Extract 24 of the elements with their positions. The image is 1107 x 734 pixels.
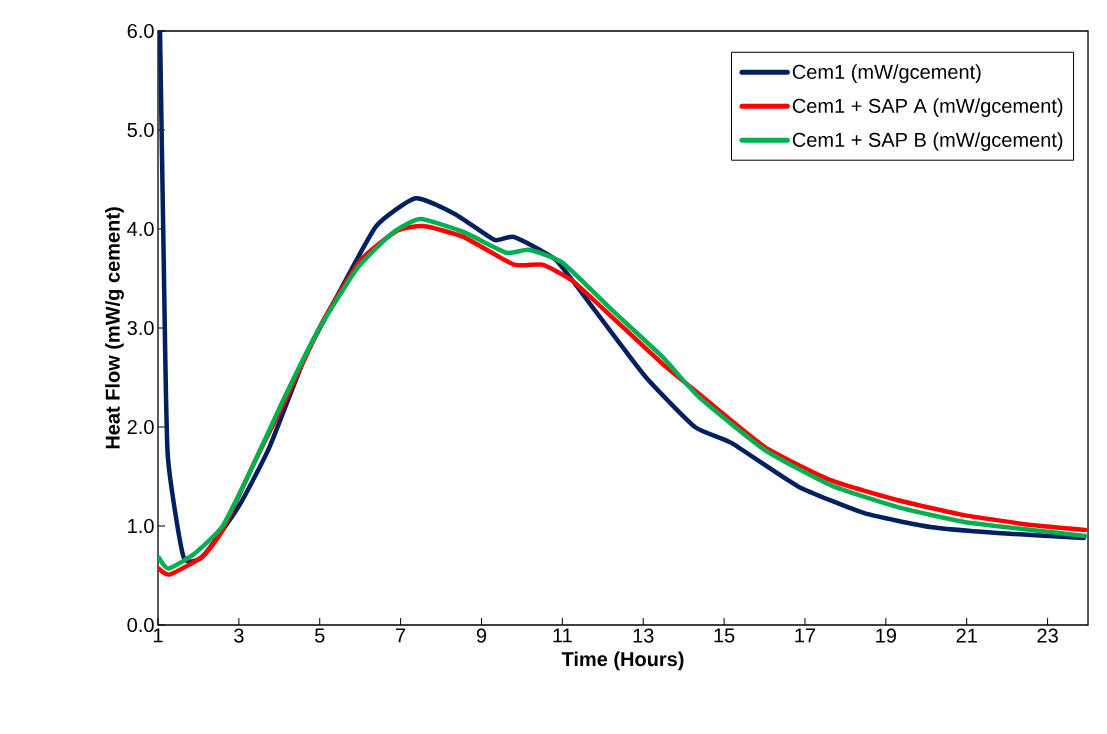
x-tick-label: 21 [956,628,977,643]
x-tick-label: 7 [396,628,406,643]
x-axis-title: Time (Hours) [561,651,684,671]
legend-label: Cem1 + SAP A (mW/gcement) [792,98,1063,117]
y-tick-label: 0.0 [127,617,154,633]
x-tick-label: 9 [476,628,487,643]
y-tick-label: 6.0 [127,23,154,39]
legend-label: Cem1 (mW/gcement) [792,64,981,83]
legend-label: Cem1 + SAP B (mW/gcement) [792,132,1063,151]
y-axis-title: Heat Flow (mW/g cement) [105,207,124,449]
x-tick-label: 3 [234,628,244,643]
x-tick-label: 5 [314,628,325,643]
y-tick-label: 4.0 [127,221,154,237]
y-tick-label: 1.0 [128,518,154,534]
y-tick-label: 3.0 [127,320,154,336]
y-tick-label: 2.0 [127,419,154,435]
x-tick-label: 15 [714,628,735,643]
x-tick-label: 23 [1037,628,1058,643]
x-tick-label: 1 [153,628,163,643]
y-tick-label: 5.0 [127,122,154,138]
x-tick-label: 13 [633,628,654,643]
x-tick-label: 17 [795,628,816,643]
x-tick-label: 11 [553,628,572,643]
x-tick-label: 19 [876,628,897,643]
